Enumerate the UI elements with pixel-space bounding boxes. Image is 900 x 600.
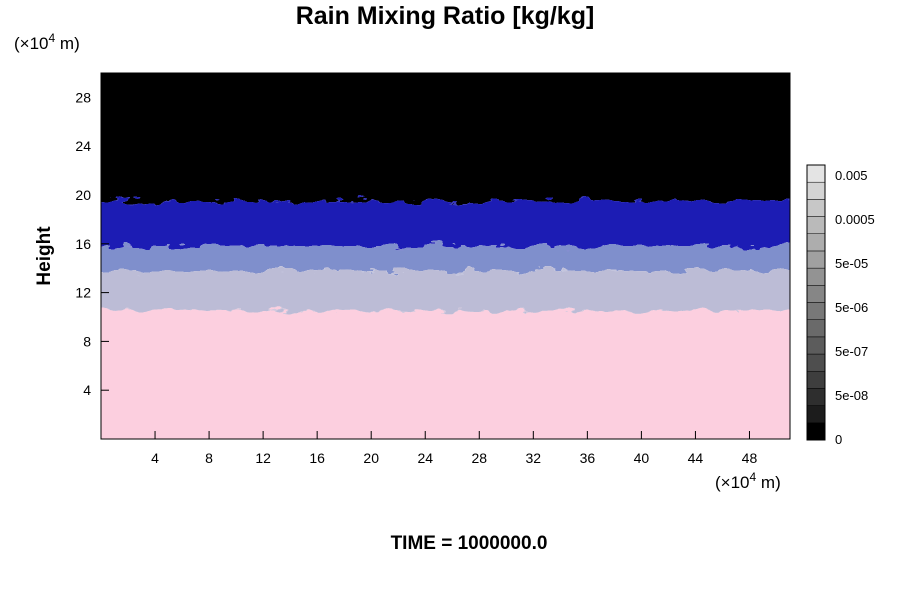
heatmap-band [101,201,790,247]
y-tick-label: 16 [75,236,91,252]
colorbar-swatch [806,250,826,269]
x-tick-label: 12 [255,450,271,466]
colorbar-swatch [806,405,826,424]
x-tick-label: 4 [151,450,159,466]
y-tick-label: 28 [75,89,91,105]
colorbar-label: 0 [835,432,842,447]
x-tick-label: 20 [363,450,379,466]
colorbar-swatch [806,371,826,389]
colorbar-label: 5e-07 [835,344,868,359]
y-tick-label: 24 [75,138,91,154]
colorbar-label: 5e-05 [835,256,868,271]
colorbar-swatch [806,199,826,217]
y-axis-label: Height [34,226,55,286]
x-tick-label: 44 [688,450,704,466]
y-axis-unit: (×104 m) [14,31,80,53]
colorbar-label: 5e-08 [835,388,868,403]
colorbar-swatch [806,181,826,200]
chart-title: Rain Mixing Ratio [kg/kg] [296,2,595,30]
colorbar-swatch [806,319,826,338]
x-tick-label: 40 [634,450,650,466]
x-tick-label: 48 [742,450,758,466]
time-label: TIME = 1000000.0 [391,533,548,554]
heatmap-band [101,246,790,271]
y-tick-label: 8 [83,333,91,349]
x-axis-unit: (×104 m) [715,470,781,492]
colorbar-label: 0.005 [835,168,868,183]
y-tick-label: 4 [83,382,91,398]
heatmap-band [101,310,790,439]
heatmap-band [101,270,790,311]
colorbar-label: 5e-06 [835,300,868,315]
y-tick-label: 12 [75,285,91,301]
colorbar-swatch [806,422,826,441]
x-tick-label: 36 [580,450,596,466]
colorbar-swatch [806,388,826,406]
x-tick-label: 24 [417,450,433,466]
y-tick-label: 20 [75,187,91,203]
colorbar-swatch [806,336,826,355]
colorbar-frame [806,164,826,441]
heatmap-band [101,73,790,202]
colorbar-swatch [806,353,826,372]
colorbar-swatch [806,164,826,183]
plot-frame [100,72,791,440]
heatmap-field [101,73,790,439]
colorbar-swatch [806,216,826,234]
colorbar-label: 0.0005 [835,212,875,227]
x-tick-label: 8 [205,450,213,466]
colorbar-swatch [806,233,826,252]
x-tick-label: 32 [526,450,542,466]
colorbar-swatch [806,285,826,303]
x-tick-label: 28 [471,450,487,466]
plot-area [101,73,790,439]
x-tick-label: 16 [309,450,325,466]
colorbar-swatch [806,267,826,286]
colorbar-swatch [806,302,826,320]
colorbar: 0 5e-08 5e-07 5e-06 5e-05 0.0005 0.005 [806,164,875,447]
